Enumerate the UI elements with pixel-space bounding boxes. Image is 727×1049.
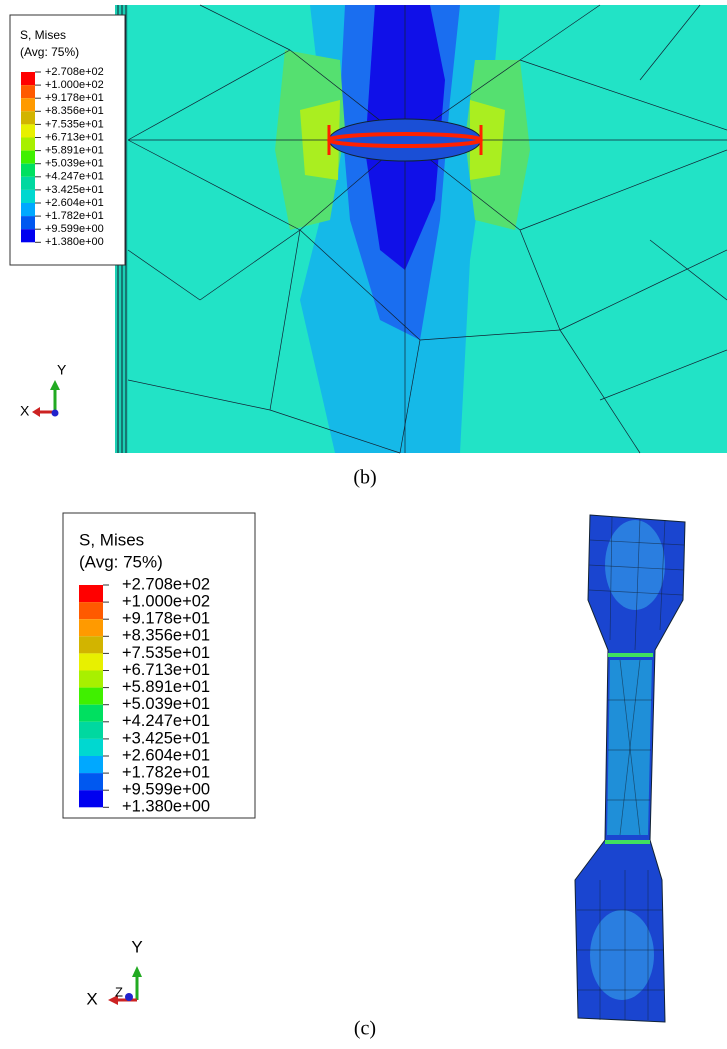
- legend-label: +4.247e+01: [122, 712, 210, 730]
- legend-label: +8.356e+01: [122, 627, 210, 645]
- legend-swatch: [21, 163, 35, 177]
- legend-label: +9.178e+01: [122, 610, 210, 628]
- legend-label: +2.604e+01: [122, 746, 210, 764]
- legend-label: +5.891e+01: [122, 678, 210, 696]
- legend-swatch: [79, 636, 103, 654]
- legend-swatch: [79, 738, 103, 756]
- legend-label: +8.356e+01: [45, 105, 104, 117]
- legend-label: +9.599e+00: [122, 781, 210, 799]
- legend-swatch: [21, 189, 35, 203]
- legend-label: +1.380e+00: [122, 798, 210, 816]
- axis-triad: [108, 966, 142, 1005]
- legend-label: +1.000e+02: [122, 592, 210, 610]
- legend-label: +3.425e+01: [122, 729, 210, 747]
- legend-swatch: [21, 98, 35, 112]
- legend-label: +6.713e+01: [122, 661, 210, 679]
- legend-swatch: [79, 602, 103, 620]
- caption: (c): [354, 1018, 376, 1040]
- legend-swatch: [21, 150, 35, 164]
- legend-swatch: [79, 773, 103, 791]
- legend-label: +1.000e+02: [45, 79, 104, 91]
- triad-y-label: Y: [131, 937, 142, 956]
- legend-swatch: [79, 687, 103, 705]
- legend-label: +1.782e+01: [122, 763, 210, 781]
- legend-swatch: [79, 653, 103, 671]
- legend-label: +7.535e+01: [122, 644, 210, 662]
- legend-swatch: [21, 72, 35, 86]
- legend-label: +4.247e+01: [45, 171, 104, 183]
- legend-label: +9.178e+01: [45, 92, 104, 104]
- legend-swatch: [79, 585, 103, 603]
- legend-swatch: [21, 216, 35, 230]
- legend-label: +5.039e+01: [122, 695, 210, 713]
- legend-swatch: [79, 670, 103, 688]
- legend: +2.708e+02+1.000e+02+9.178e+01+8.356e+01…: [79, 575, 210, 816]
- legend-subtitle: (Avg: 75%): [20, 45, 79, 59]
- legend-subtitle: (Avg: 75%): [79, 552, 163, 571]
- legend-swatch: [21, 229, 35, 243]
- legend-label: +7.535e+01: [45, 118, 104, 130]
- triad-y-label: Y: [57, 362, 67, 378]
- legend: +2.708e+02+1.000e+02+9.178e+01+8.356e+01…: [21, 66, 104, 248]
- legend-label: +6.713e+01: [45, 131, 104, 143]
- legend-swatch: [21, 137, 35, 151]
- caption: (b): [353, 467, 376, 489]
- panel-b-view: [115, 4, 727, 454]
- legend-label: +5.039e+01: [45, 158, 104, 170]
- legend-swatch: [79, 756, 103, 774]
- legend-swatch: [79, 721, 103, 739]
- legend-label: +2.708e+02: [122, 575, 210, 593]
- legend-swatch: [79, 704, 103, 722]
- legend-swatch: [21, 203, 35, 217]
- axis-triad: [32, 380, 60, 417]
- triad-x-label: X: [20, 403, 30, 419]
- legend-label: +1.380e+00: [45, 236, 104, 248]
- triad-z-label: Z: [115, 984, 123, 999]
- legend-swatch: [21, 124, 35, 138]
- legend-label: +2.604e+01: [45, 197, 104, 209]
- legend-swatch: [21, 176, 35, 190]
- legend-swatch: [79, 790, 103, 808]
- legend-title: S, Mises: [79, 530, 144, 549]
- specimen-view: [574, 514, 686, 1023]
- legend-label: +9.599e+00: [45, 223, 104, 235]
- legend-label: +3.425e+01: [45, 184, 104, 196]
- legend-swatch: [21, 85, 35, 99]
- legend-label: +1.782e+01: [45, 210, 104, 222]
- legend-label: +5.891e+01: [45, 145, 104, 157]
- triad-x-label: X: [86, 989, 97, 1008]
- legend-swatch: [79, 619, 103, 637]
- legend-label: +2.708e+02: [45, 66, 104, 78]
- legend-swatch: [21, 111, 35, 125]
- legend-title: S, Mises: [20, 28, 66, 42]
